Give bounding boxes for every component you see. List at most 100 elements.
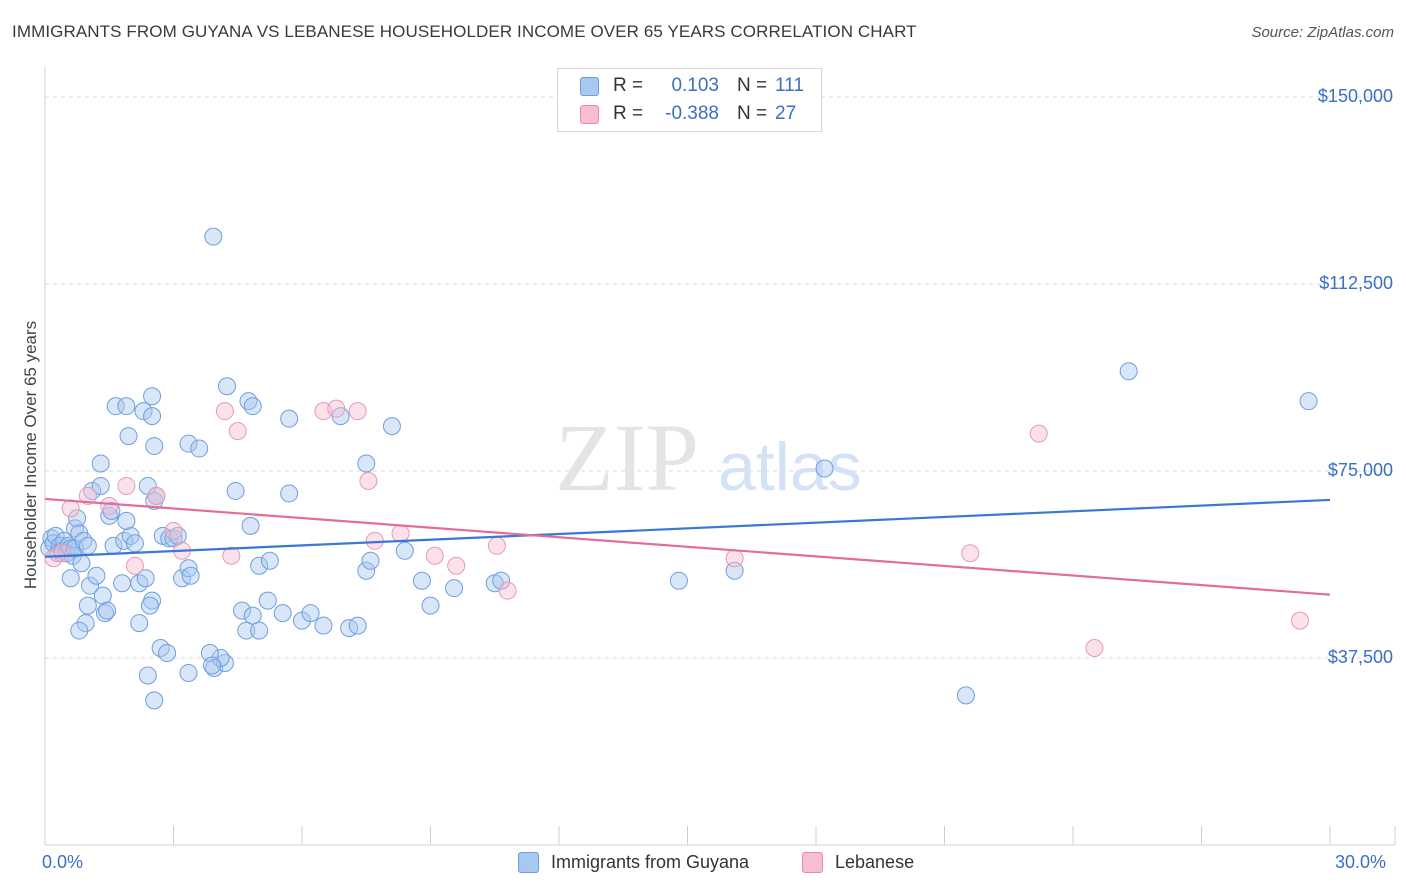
guyana-point: [76, 614, 95, 633]
guyana-point: [204, 227, 223, 246]
guyana-point: [412, 571, 431, 590]
lebanese-point: [147, 486, 166, 505]
bottom-legend-swatch-blue: [518, 852, 539, 873]
guyana-point: [98, 601, 117, 620]
lebanese-point: [725, 549, 744, 568]
guyana-point: [68, 509, 87, 528]
guyana-point: [46, 526, 65, 545]
legend-n-value: 27: [775, 103, 797, 124]
legend-n-label: N =: [737, 75, 768, 96]
guyana-point: [395, 541, 414, 560]
guyana-point: [179, 559, 198, 578]
legend-n-label: N =: [737, 103, 768, 124]
guyana-point: [117, 397, 136, 416]
lebanese-point: [327, 399, 346, 418]
lebanese-point: [222, 546, 241, 565]
guyana-point: [258, 591, 277, 610]
guyana-point: [357, 561, 376, 580]
guyana-point: [145, 691, 164, 710]
guyana-point: [421, 596, 440, 615]
guyana-point: [280, 409, 299, 428]
axes: [44, 67, 1396, 846]
lebanese-point: [78, 486, 97, 505]
guyana-point: [203, 656, 222, 675]
guyana-point: [233, 601, 252, 620]
x-tick-label-max: 30.0%: [1335, 852, 1387, 872]
guyana-point: [190, 439, 209, 458]
guyana-point: [241, 516, 260, 535]
watermark-atlas: atlas: [718, 429, 862, 505]
guyana-point: [243, 397, 262, 416]
lebanese-point: [359, 471, 378, 490]
grid-lines: [45, 96, 1395, 659]
guyana-point: [243, 606, 262, 625]
lebanese-point: [498, 581, 517, 600]
lebanese-point: [61, 499, 80, 518]
legend-r-value: -0.388: [665, 103, 719, 124]
lebanese-point: [44, 549, 63, 568]
chart-title: IMMIGRANTS FROM GUYANA VS LEBANESE HOUSE…: [12, 22, 917, 41]
y-tick-label: $75,000: [1327, 460, 1393, 480]
guyana-point: [445, 579, 464, 598]
guyana-point: [956, 686, 975, 705]
guyana-point: [72, 554, 91, 573]
watermark-zip: ZIP: [555, 404, 699, 511]
guyana-point: [80, 576, 99, 595]
guyana-point: [91, 454, 110, 473]
bottom-legend-label: Lebanese: [835, 852, 915, 872]
source-label: Source: ZipAtlas.com: [1251, 24, 1394, 41]
guyana-point: [725, 561, 744, 580]
guyana-point: [1299, 392, 1318, 411]
watermark: ZIP atlas: [555, 404, 862, 511]
guyana-point: [134, 402, 153, 421]
guyana-point: [250, 621, 269, 640]
lebanese-point: [100, 496, 119, 515]
lebanese-point: [1085, 639, 1104, 658]
legend-swatch-blue: [580, 76, 599, 96]
lebanese-point: [125, 556, 144, 575]
guyana-point: [301, 604, 320, 623]
guyana-point: [361, 551, 380, 570]
guyana-point: [237, 621, 256, 640]
guyana-point: [140, 596, 159, 615]
guyana-point: [348, 616, 367, 635]
guyana-point: [119, 427, 138, 446]
guyana-point: [250, 556, 269, 575]
legend-swatch-pink: [580, 104, 599, 124]
legend-r-label: R =: [613, 103, 644, 124]
lebanese-point: [164, 521, 183, 540]
lebanese-point: [447, 556, 466, 575]
guyana-point: [93, 586, 112, 605]
lebanese-point: [365, 531, 384, 550]
guyana-point: [179, 663, 198, 682]
bottom-legend-guyana: Immigrants from Guyana: [518, 852, 749, 873]
y-tick-label: $112,500: [1319, 273, 1393, 293]
guyana-point: [181, 566, 200, 585]
lebanese-point: [215, 402, 234, 421]
y-tick-label: $150,000: [1317, 86, 1393, 106]
guyana-point: [136, 569, 155, 588]
x-tick-label-min: 0.0%: [42, 852, 84, 872]
lebanese-point: [53, 544, 72, 563]
lebanese-point: [228, 422, 247, 441]
guyana-point: [61, 569, 80, 588]
lebanese-point: [117, 476, 136, 495]
guyana-point: [492, 571, 511, 590]
bottom-legend-lebanese: Lebanese: [802, 852, 914, 873]
legend-row-lebanese: R = -0.388 N = 27: [580, 100, 796, 128]
guyana-point: [273, 604, 292, 623]
lebanese-point: [961, 544, 980, 563]
guyana-point: [143, 387, 162, 406]
guyana-point: [179, 434, 198, 453]
y-axis-label: Householder Income Over 65 years: [21, 320, 40, 590]
legend-r-value: 0.103: [671, 75, 719, 96]
guyana-point: [669, 571, 688, 590]
trend-line: [44, 497, 1331, 596]
guyana-point: [87, 566, 106, 585]
legend-r-label: R =: [613, 75, 644, 96]
lebanese-point: [1291, 611, 1310, 630]
guyana-point: [138, 666, 157, 685]
legend-row-guyana: R = 0.103 N = 111: [580, 72, 804, 100]
guyana-point: [158, 644, 177, 663]
